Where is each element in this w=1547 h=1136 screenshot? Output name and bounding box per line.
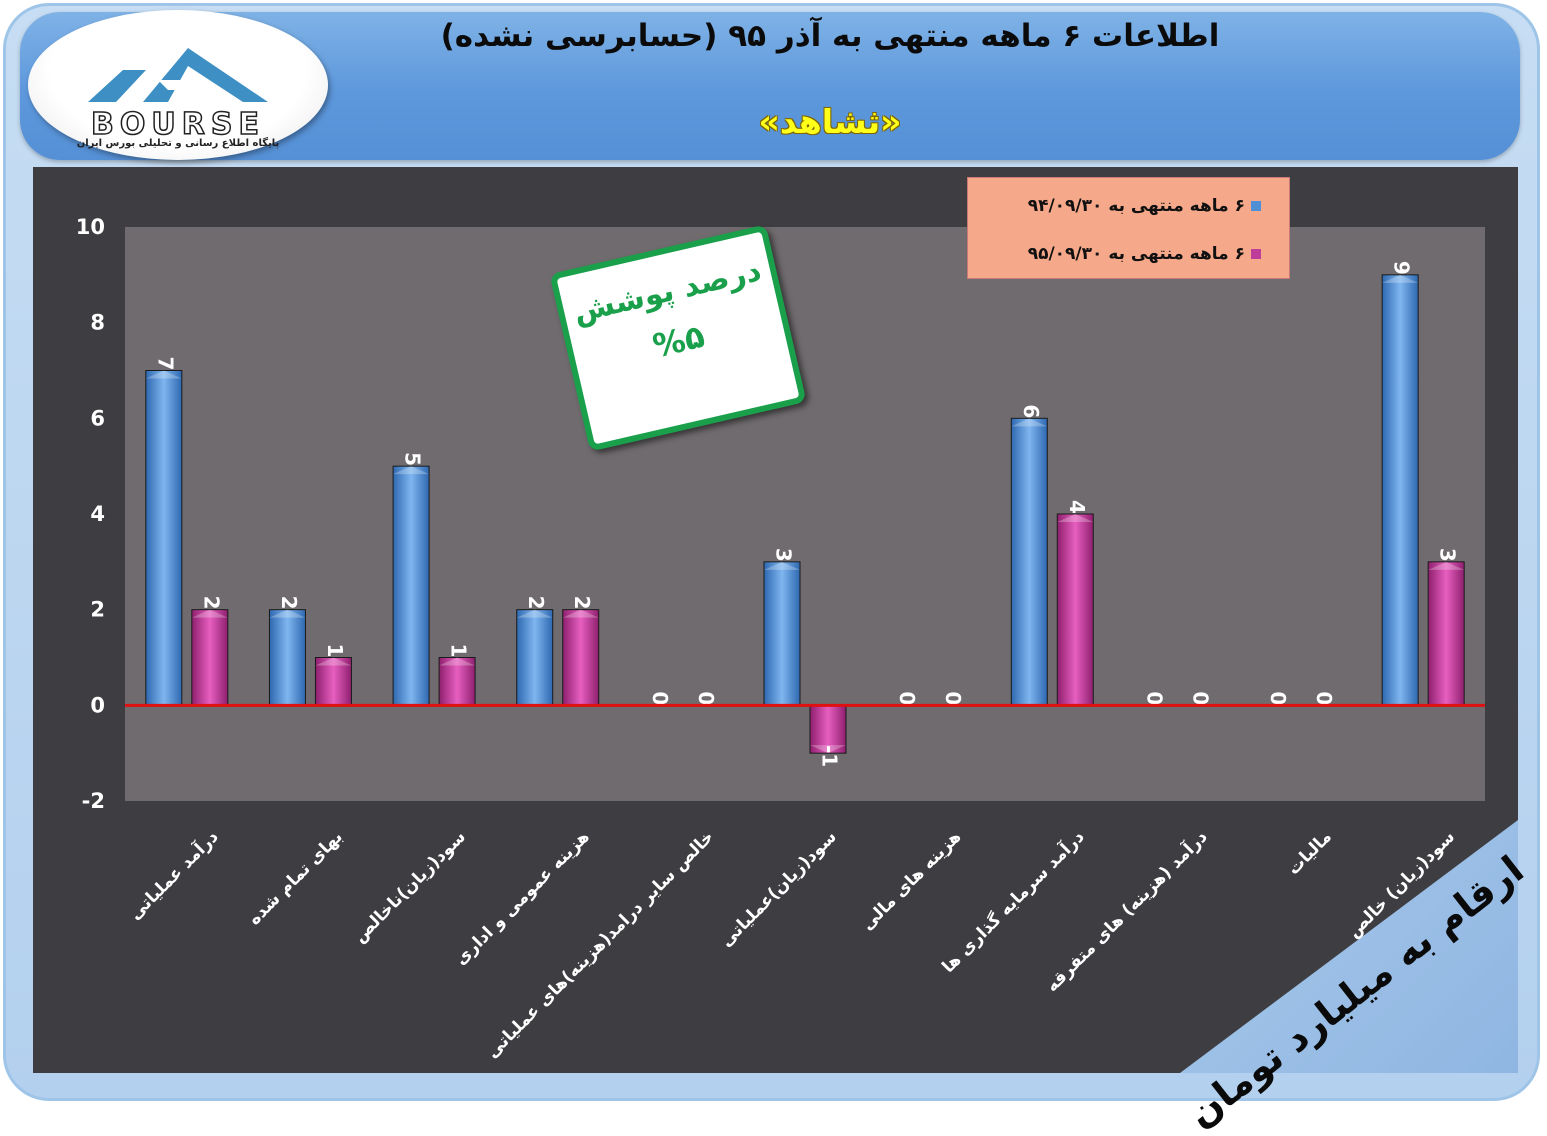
logo: BOURSE پایگاه اطلاع رسانی و تحلیلی بورس … bbox=[28, 10, 328, 160]
bar-bevel-s2-c1 bbox=[191, 609, 228, 618]
y-tick-label: -2 bbox=[82, 789, 105, 813]
data-label-s2-c10: 0 bbox=[1312, 691, 1336, 705]
chart-legend: ۶ ماهه منتهی به ۹۴/۰۹/۳۰ ۶ ماهه منتهی به… bbox=[967, 177, 1290, 279]
data-label-s2-c6: -1 bbox=[818, 745, 842, 767]
bar-bevel-s1-c2 bbox=[269, 609, 306, 618]
bar-s2-c4 bbox=[562, 609, 600, 706]
data-label-s2-c4: 2 bbox=[570, 596, 594, 610]
bar-s1-c2 bbox=[268, 609, 306, 706]
data-label-s1-c11: 9 bbox=[1390, 261, 1414, 275]
y-tick-label: 4 bbox=[90, 502, 105, 526]
bar-s2-c3 bbox=[438, 657, 476, 706]
legend-item-series1: ۶ ماهه منتهی به ۹۴/۰۹/۳۰ bbox=[1028, 196, 1261, 216]
y-tick-label: 6 bbox=[90, 406, 105, 430]
data-label-s2-c11: 3 bbox=[1436, 548, 1460, 562]
bar-bevel-s1-c8 bbox=[1011, 418, 1048, 427]
bar-bevel-s1-c3 bbox=[393, 466, 430, 475]
data-label-s1-c2: 2 bbox=[277, 596, 301, 610]
legend-label-series1: ۶ ماهه منتهی به ۹۴/۰۹/۳۰ bbox=[1027, 196, 1245, 216]
bar-bevel-s1-c4 bbox=[516, 609, 553, 618]
data-label-s2-c5: 0 bbox=[694, 691, 718, 705]
stock-symbol: «ثشاهد» bbox=[758, 102, 902, 141]
data-label-s1-c10: 0 bbox=[1266, 691, 1290, 705]
bar-bevel-s1-c1 bbox=[145, 370, 182, 379]
data-label-s1-c3: 5 bbox=[401, 452, 425, 466]
bar-s1-c4 bbox=[516, 609, 554, 706]
legend-swatch-magenta-icon bbox=[1251, 249, 1261, 259]
bar-chart: 10 8 6 4 2 0 -2 7 2 5 2 0 3 0 6 0 0 9 2 1 1 2 0 -1 0 4 0 0 3 bbox=[76, 215, 1485, 813]
logo-subtitle: پایگاه اطلاع رسانی و تحلیلی بورس ایران bbox=[76, 138, 280, 149]
bar-s1-c11 bbox=[1381, 274, 1419, 706]
bar-bevel-s2-c2 bbox=[315, 657, 352, 666]
data-label-s2-c7: 0 bbox=[941, 691, 965, 705]
data-label-s2-c2: 1 bbox=[323, 644, 347, 658]
data-label-s1-c4: 2 bbox=[524, 596, 548, 610]
bar-bevel-s2-c3 bbox=[439, 657, 476, 666]
bar-bevel-s1-c6 bbox=[764, 561, 800, 570]
data-label-s1-c5: 0 bbox=[648, 691, 672, 705]
plot-area bbox=[125, 227, 1485, 801]
bar-bevel-s1-c11 bbox=[1382, 274, 1419, 283]
bar-s2-c6 bbox=[809, 704, 847, 754]
bar-s2-c1 bbox=[191, 609, 229, 706]
legend-swatch-blue-icon bbox=[1251, 201, 1261, 211]
bar-s2-c8 bbox=[1056, 513, 1094, 706]
bar-s2-c11 bbox=[1427, 561, 1465, 706]
data-label-s2-c8: 4 bbox=[1065, 500, 1089, 514]
y-tick-label: 8 bbox=[90, 311, 105, 335]
y-tick-label: 2 bbox=[90, 598, 105, 622]
data-label-s1-c1: 7 bbox=[153, 357, 177, 371]
y-tick-label: 10 bbox=[76, 215, 105, 239]
data-label-s2-c9: 0 bbox=[1188, 691, 1212, 705]
bar-bevel-s2-c6 bbox=[810, 745, 846, 754]
bar-s1-c1 bbox=[145, 370, 183, 706]
y-tick-label: 0 bbox=[90, 693, 105, 717]
data-label-s1-c8: 6 bbox=[1019, 404, 1043, 418]
bar-s1-c3 bbox=[392, 465, 430, 706]
data-label-s2-c3: 1 bbox=[447, 644, 471, 658]
data-label-s1-c7: 0 bbox=[895, 691, 919, 705]
data-label-s2-c1: 2 bbox=[199, 596, 223, 610]
bar-bevel-s2-c4 bbox=[562, 609, 599, 618]
bar-bevel-s2-c8 bbox=[1057, 514, 1094, 522]
page-title: اطلاعات ۶ ماهه منتهی به آذر ۹۵ (حسابرسی … bbox=[440, 18, 1220, 54]
bar-bevel-s2-c11 bbox=[1428, 561, 1465, 570]
legend-label-series2: ۶ ماهه منتهی به ۹۵/۰۹/۳۰ bbox=[1027, 244, 1245, 264]
bar-s1-c6 bbox=[763, 561, 801, 706]
svg-text:BOURSE: BOURSE bbox=[91, 107, 265, 142]
data-label-s1-c9: 0 bbox=[1142, 691, 1166, 705]
bar-s1-c8 bbox=[1010, 417, 1048, 706]
legend-item-series2: ۶ ماهه منتهی به ۹۵/۰۹/۳۰ bbox=[1028, 244, 1261, 264]
bourse-logo-icon: BOURSE bbox=[88, 48, 268, 143]
data-label-s1-c6: 3 bbox=[772, 548, 796, 562]
